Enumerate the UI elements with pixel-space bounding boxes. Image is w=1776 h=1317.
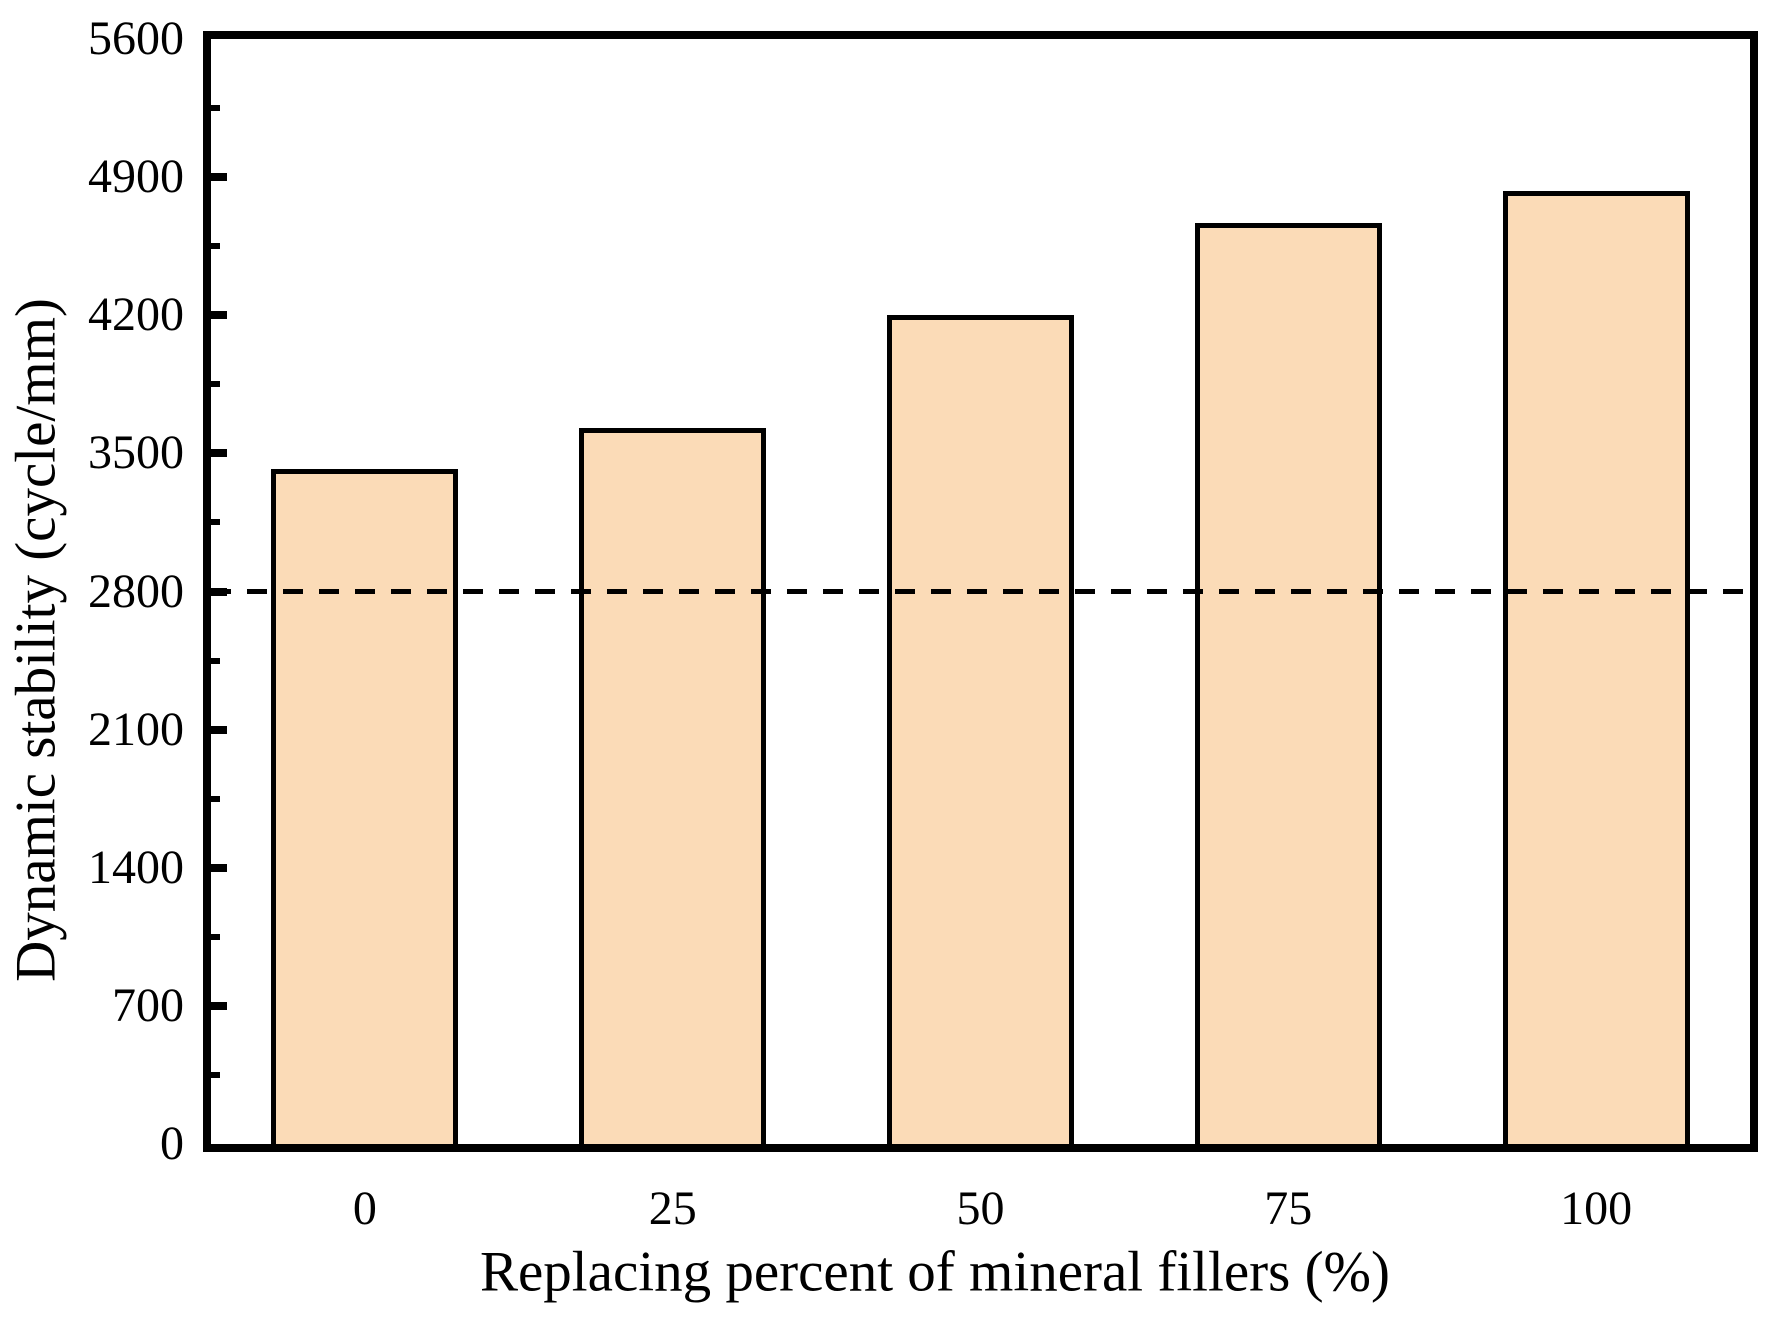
bar <box>1502 191 1690 1144</box>
y-tick-label: 5600 <box>88 12 184 65</box>
bar <box>579 428 767 1144</box>
y-minor-tick <box>211 1071 220 1078</box>
y-tick-label: 1400 <box>88 840 184 894</box>
y-minor-tick <box>211 657 220 664</box>
x-tick-label: 75 <box>1264 1182 1313 1235</box>
y-tick-label: 2800 <box>88 564 184 618</box>
y-major-tick <box>211 449 227 458</box>
y-tick-label: 700 <box>112 978 184 1032</box>
bar <box>271 469 459 1144</box>
y-tick-label: 3500 <box>88 426 184 480</box>
x-tick-label: 0 <box>352 1182 377 1235</box>
reference-line <box>211 589 1750 594</box>
bar <box>1194 223 1382 1144</box>
x-tick-label: 100 <box>1560 1182 1633 1235</box>
plot-area <box>203 31 1758 1152</box>
x-tick-label: 50 <box>956 1182 1005 1235</box>
y-minor-tick <box>211 933 220 940</box>
y-tick-label: 0 <box>160 1117 184 1170</box>
bar <box>887 315 1074 1144</box>
y-minor-tick <box>211 519 220 526</box>
x-axis-title: Replacing percent of mineral fillers (%) <box>479 1240 1391 1304</box>
y-major-tick <box>211 173 227 182</box>
y-minor-tick <box>211 105 220 112</box>
y-tick-label: 4200 <box>88 288 184 342</box>
x-tick-label: 25 <box>648 1182 697 1235</box>
y-minor-tick <box>211 381 220 388</box>
y-minor-tick <box>211 795 220 802</box>
y-major-tick <box>211 725 227 734</box>
y-tick-label: 2100 <box>88 702 184 756</box>
y-tick-label: 4900 <box>88 150 184 204</box>
y-major-tick <box>211 863 227 872</box>
y-major-tick <box>211 1001 227 1010</box>
y-major-tick <box>211 311 227 320</box>
y-minor-tick <box>211 243 220 250</box>
